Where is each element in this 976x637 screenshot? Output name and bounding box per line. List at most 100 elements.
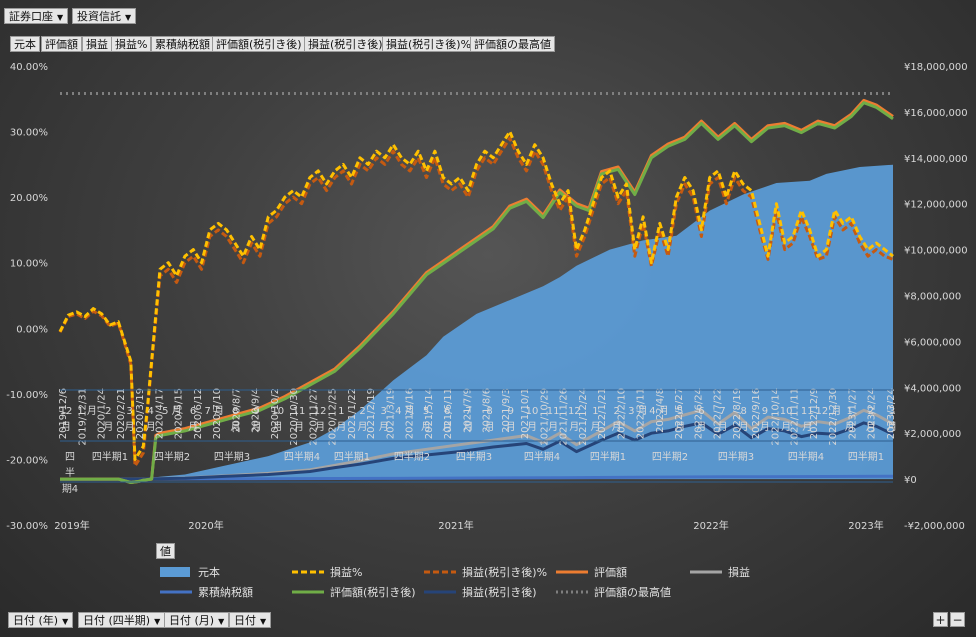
legend-item-label: 評価額(税引き後) xyxy=(330,585,416,599)
x-axis-date-label: 2021/1/22 xyxy=(347,388,358,439)
series-area-principal xyxy=(60,164,893,480)
x-axis-month-label: 10 xyxy=(780,406,793,417)
y-axis-right-tick-label: ¥6,000,000 xyxy=(904,337,961,348)
x-axis-year-label: 2022年 xyxy=(693,519,728,532)
x-axis-year-label: 2019年 xyxy=(54,519,89,532)
x-axis-month-label: 9 xyxy=(508,406,514,417)
x-axis-month-label: 6 xyxy=(444,406,450,417)
y-axis-left-tick-label: 40.00% xyxy=(10,62,48,73)
y-axis-right-tick-label: ¥4,000,000 xyxy=(904,383,961,394)
filter-securities-account[interactable]: 証券口座 ▼ xyxy=(4,8,69,24)
filter-date-year[interactable]: 日付 (年) ▼ xyxy=(8,612,74,628)
x-axis-date-label: 2021/9/3 xyxy=(501,388,512,433)
x-axis-month-label: 月 xyxy=(230,421,240,433)
filter-investment-trust[interactable]: 投資信託 ▼ xyxy=(72,8,137,24)
legend-item-label: 累積納税額 xyxy=(198,585,253,599)
x-axis-month-label: 12 xyxy=(568,406,581,417)
collapse-minus-button[interactable]: − xyxy=(950,612,965,627)
x-axis-month-label: 4 xyxy=(148,406,154,417)
chevron-down-icon: ▼ xyxy=(260,617,267,626)
y-axis-right-tick-label: ¥16,000,000 xyxy=(904,108,968,119)
expand-plus-button[interactable]: + xyxy=(933,612,948,627)
x-axis-month-label: 12 月 xyxy=(816,405,842,417)
value-field-button[interactable]: 損益% xyxy=(111,36,152,52)
x-axis-month-label: 1 月 xyxy=(77,405,97,417)
value-field-button[interactable]: 損益(税引き後) xyxy=(304,36,387,52)
value-field-button[interactable]: 評価額 xyxy=(41,36,82,52)
value-field-button[interactable]: 累積納税額 xyxy=(151,36,214,52)
value-field-button[interactable]: 評価額の最高値 xyxy=(470,36,555,52)
x-axis-date-label: 2022/7/22 xyxy=(713,388,724,439)
x-axis-month-label: 月 xyxy=(760,421,770,433)
y-axis-right-tick-label: ¥14,000,000 xyxy=(904,154,968,165)
legend-item-label: 評価額の最高値 xyxy=(594,585,671,599)
x-axis-date-label: 2021/5/14 xyxy=(424,388,435,439)
x-axis-date-label: 2021/4/16 xyxy=(405,388,416,439)
x-axis-quarter-label: 四半期1 xyxy=(334,450,370,463)
x-axis-month-label: 月 xyxy=(442,421,452,433)
y-axis-right-tick-label: ¥0 xyxy=(904,475,917,486)
series-line-profit-after-tax-pct xyxy=(58,136,894,468)
x-axis-month-label: 12 xyxy=(314,406,327,417)
x-axis-month-label: 月 xyxy=(125,421,135,433)
x-axis-month-label: 5 xyxy=(423,406,429,417)
series-line-valuation-after-tax xyxy=(60,101,894,484)
filter-date-month[interactable]: 日付 (月) ▼ xyxy=(164,612,230,628)
x-axis-quarter-label: 半 xyxy=(65,466,75,479)
series-line-profit-pct xyxy=(58,130,894,461)
series-line-valuation xyxy=(60,98,894,484)
x-axis-quarter-label: 四半期1 xyxy=(848,450,884,463)
x-axis-month-label: 8 xyxy=(232,406,238,417)
y-axis-left-tick-label: -20.00% xyxy=(6,455,48,466)
filter-date[interactable]: 日付 ▼ xyxy=(229,612,272,628)
x-axis-date-label: 2020/1/24 xyxy=(97,388,108,439)
x-axis-month-label: 6 xyxy=(698,406,704,417)
x-axis-date-label: 2020/11/27 xyxy=(308,388,319,446)
legend-item-label: 損益 xyxy=(728,565,750,579)
x-axis-month-label: 月 xyxy=(612,421,622,433)
x-axis-month-label: 9 xyxy=(762,406,768,417)
x-axis-month-label: 月 xyxy=(845,421,855,433)
legend-swatch xyxy=(160,567,190,577)
x-axis-year-label: 2020年 xyxy=(188,519,223,532)
y-axis-left-tick-label: 10.00% xyxy=(10,259,48,270)
x-axis-date-label: 2022/1/21 xyxy=(597,388,608,439)
x-axis-date-label: 2023/2/24 xyxy=(867,388,878,439)
series-line-profit-after-tax xyxy=(60,421,894,481)
x-axis-date-label: 2022/3/11 xyxy=(636,388,647,439)
value-field-button[interactable]: 元本 xyxy=(10,36,40,52)
x-axis-month-label: 月 xyxy=(421,421,431,433)
x-axis-date-label: 2022/12/9 xyxy=(809,388,820,439)
x-axis-month-label: 4 月 xyxy=(395,405,415,417)
x-axis-date-label: 2021/10/29 xyxy=(539,388,550,446)
x-axis-year-label: 2023年 xyxy=(848,519,883,532)
x-axis-quarter-label: 四半期1 xyxy=(92,450,128,463)
x-axis-date-label: 2022/11/11 xyxy=(790,388,801,446)
x-axis-date-label: 2021/11/26 xyxy=(559,388,570,446)
x-axis-quarter-label: 四半期1 xyxy=(590,450,626,463)
series-line-cumulative-tax xyxy=(59,474,894,481)
x-axis-date-label: 2022/8/19 xyxy=(732,388,743,439)
x-axis-month-label: 2 xyxy=(868,406,874,417)
value-field-button[interactable]: 評価額(税引き後) xyxy=(212,36,306,52)
y-axis-left-tick-label: -10.00% xyxy=(6,390,48,401)
x-axis-quarter-label: 四半期3 xyxy=(718,450,754,463)
x-axis-date-label: 2022/10/14 xyxy=(771,388,782,446)
x-axis-month-label: 9 xyxy=(253,406,259,417)
chevron-down-icon: ▼ xyxy=(154,617,161,626)
legend-header: 値 xyxy=(156,543,175,559)
x-axis-date-label: 2020/4/17 xyxy=(154,388,165,439)
x-axis-month-label: 月 xyxy=(294,421,304,433)
y-axis-left-tick-label: 20.00% xyxy=(10,193,48,204)
x-axis-quarter-label: 四半期3 xyxy=(214,450,250,463)
filter-date-quarter[interactable]: 日付 (四半期) ▼ xyxy=(78,612,166,628)
x-axis-date-label: 2022/4/8 xyxy=(655,388,666,433)
x-axis-quarter-label: 四半期4 xyxy=(284,450,320,463)
x-axis-date-label: 2023/3/24 xyxy=(886,388,897,439)
x-axis-date-label: 2021/12/24 xyxy=(578,388,589,446)
x-axis-month-label: 月 xyxy=(336,421,346,433)
x-axis-month-label: 月 xyxy=(379,421,389,433)
x-axis-month-label: 11 xyxy=(293,406,306,417)
x-axis-date-label: 2020/10/30 xyxy=(289,388,300,446)
x-axis-date-label: 2020/10/2 xyxy=(270,388,281,439)
